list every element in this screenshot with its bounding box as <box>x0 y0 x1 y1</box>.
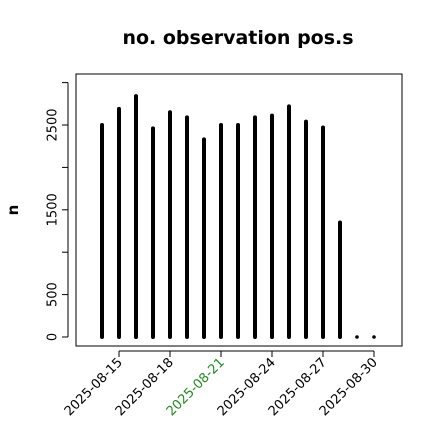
y-axis-label: n <box>4 205 22 216</box>
bar <box>355 335 359 339</box>
y-tick-label: 2500 <box>46 108 61 141</box>
x-axis: 2025-08-152025-08-182025-08-212025-08-24… <box>62 350 381 419</box>
y-axis: 0 500 1500 2500 <box>46 82 69 341</box>
bars <box>100 94 376 339</box>
bar <box>372 335 376 339</box>
chart-title: no. observation pos.s <box>122 27 353 49</box>
plot-frame <box>75 73 403 347</box>
y-tick-label: 0 <box>46 333 61 341</box>
y-tick-label: 500 <box>46 282 61 307</box>
y-tick-label: 1500 <box>46 193 61 226</box>
